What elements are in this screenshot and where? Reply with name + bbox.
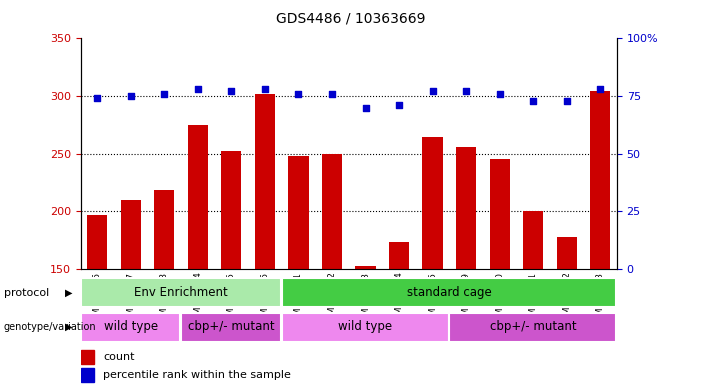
Text: standard cage: standard cage <box>407 286 491 299</box>
Bar <box>423 137 442 384</box>
Text: wild type: wild type <box>104 320 158 333</box>
Bar <box>255 94 275 384</box>
Text: cbp+/- mutant: cbp+/- mutant <box>188 320 275 333</box>
Bar <box>154 190 175 384</box>
Bar <box>282 278 616 308</box>
Bar <box>449 313 616 342</box>
Text: count: count <box>103 352 135 362</box>
Bar <box>557 237 577 384</box>
Point <box>527 98 538 104</box>
Bar <box>181 313 281 342</box>
Point <box>159 91 170 97</box>
Point <box>461 88 472 94</box>
Text: percentile rank within the sample: percentile rank within the sample <box>103 370 291 380</box>
Bar <box>282 313 449 342</box>
Bar <box>355 266 376 384</box>
Point <box>494 91 505 97</box>
Bar <box>389 242 409 384</box>
Point <box>293 91 304 97</box>
Point <box>92 95 103 101</box>
Point <box>125 93 137 99</box>
Bar <box>222 151 241 384</box>
Bar <box>81 368 94 382</box>
Text: ▶: ▶ <box>65 322 72 332</box>
Bar <box>322 154 342 384</box>
Point <box>561 98 572 104</box>
Text: genotype/variation: genotype/variation <box>4 322 96 332</box>
Point <box>393 102 404 108</box>
Bar <box>81 313 180 342</box>
Point <box>360 104 371 111</box>
Bar <box>456 147 476 384</box>
Bar <box>88 215 107 384</box>
Bar <box>81 278 281 308</box>
Bar <box>121 200 141 384</box>
Bar <box>489 159 510 384</box>
Text: GDS4486 / 10363669: GDS4486 / 10363669 <box>275 12 426 25</box>
Bar <box>81 350 94 364</box>
Point <box>594 86 606 92</box>
Bar <box>590 91 610 384</box>
Bar <box>288 156 308 384</box>
Point <box>226 88 237 94</box>
Point <box>192 86 203 92</box>
Point <box>327 91 338 97</box>
Point <box>427 88 438 94</box>
Text: Env Enrichment: Env Enrichment <box>135 286 228 299</box>
Text: protocol: protocol <box>4 288 49 298</box>
Text: wild type: wild type <box>339 320 393 333</box>
Text: ▶: ▶ <box>65 288 72 298</box>
Point <box>259 86 271 92</box>
Bar <box>188 125 208 384</box>
Text: cbp+/- mutant: cbp+/- mutant <box>490 320 576 333</box>
Bar <box>523 211 543 384</box>
